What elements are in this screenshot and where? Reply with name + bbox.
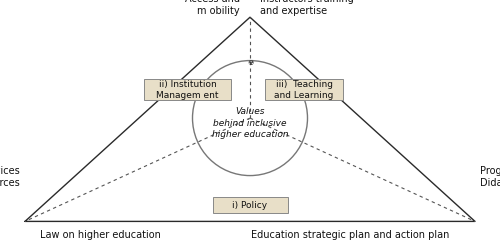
Text: Instructors training
and expertise: Instructors training and expertise	[260, 0, 354, 16]
FancyBboxPatch shape	[212, 197, 288, 213]
Text: iii)  Teaching
and Learning: iii) Teaching and Learning	[274, 80, 334, 100]
Text: ii) Institution
Managem ent: ii) Institution Managem ent	[156, 80, 219, 100]
Text: Law on higher education: Law on higher education	[40, 230, 160, 240]
Text: Tailored services
and resources: Tailored services and resources	[0, 166, 20, 188]
Text: Values
behind inclusive
higher education: Values behind inclusive higher education	[212, 108, 288, 138]
FancyBboxPatch shape	[265, 79, 343, 100]
Text: Programs and
Didactic m aterials: Programs and Didactic m aterials	[480, 166, 500, 188]
Text: Education strategic plan and action plan: Education strategic plan and action plan	[251, 230, 449, 240]
Text: Access and
m obility: Access and m obility	[185, 0, 240, 16]
Text: i) Policy: i) Policy	[232, 201, 268, 210]
Text: ☢: ☢	[247, 60, 253, 66]
FancyBboxPatch shape	[144, 79, 231, 100]
